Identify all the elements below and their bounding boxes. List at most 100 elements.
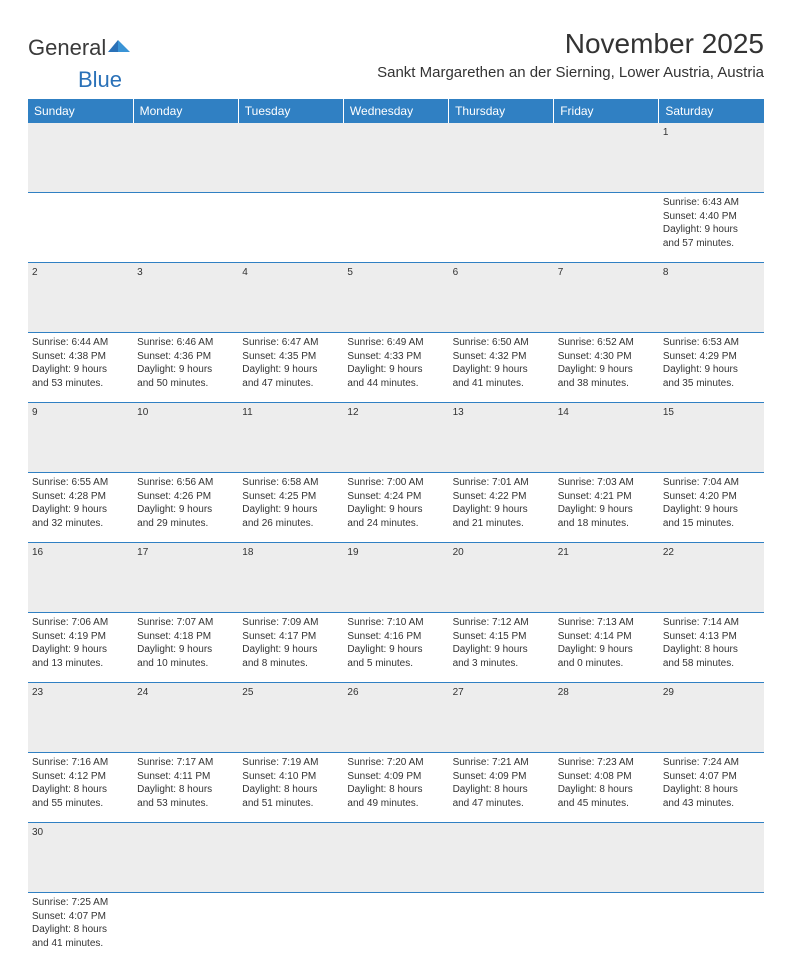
sunrise-line: Sunrise: 7:21 AM	[453, 756, 550, 770]
day-cell: Sunrise: 7:23 AMSunset: 4:08 PMDaylight:…	[554, 753, 659, 823]
daylight-line-1: Daylight: 9 hours	[663, 363, 760, 377]
day-number: 16	[28, 543, 133, 613]
sunset-line: Sunset: 4:40 PM	[663, 210, 760, 224]
daylight-line-2: and 41 minutes.	[32, 937, 129, 951]
month-title: November 2025	[377, 28, 764, 60]
day-cell: Sunrise: 6:58 AMSunset: 4:25 PMDaylight:…	[238, 473, 343, 543]
daylight-line-1: Daylight: 9 hours	[32, 363, 129, 377]
weekday-sunday: Sunday	[28, 99, 133, 123]
sunrise-line: Sunrise: 7:14 AM	[663, 616, 760, 630]
sunrise-line: Sunrise: 7:25 AM	[32, 896, 129, 910]
day-cell	[133, 193, 238, 263]
daylight-line-2: and 44 minutes.	[347, 377, 444, 391]
day-number: 1	[659, 123, 764, 193]
sunset-line: Sunset: 4:16 PM	[347, 630, 444, 644]
day-number: 15	[659, 403, 764, 473]
day-number	[554, 123, 659, 193]
logo-text-blue: Blue	[78, 67, 122, 92]
day-number: 27	[449, 683, 554, 753]
daylight-line-1: Daylight: 8 hours	[137, 783, 234, 797]
daylight-line-2: and 10 minutes.	[137, 657, 234, 671]
sunset-line: Sunset: 4:09 PM	[347, 770, 444, 784]
sunset-line: Sunset: 4:24 PM	[347, 490, 444, 504]
daylight-line-2: and 47 minutes.	[242, 377, 339, 391]
sunset-line: Sunset: 4:35 PM	[242, 350, 339, 364]
daylight-line-1: Daylight: 9 hours	[137, 363, 234, 377]
daylight-line-2: and 15 minutes.	[663, 517, 760, 531]
sunrise-line: Sunrise: 6:49 AM	[347, 336, 444, 350]
sunrise-line: Sunrise: 6:50 AM	[453, 336, 550, 350]
info-row: Sunrise: 6:43 AMSunset: 4:40 PMDaylight:…	[28, 193, 764, 263]
sunset-line: Sunset: 4:10 PM	[242, 770, 339, 784]
daylight-line-2: and 38 minutes.	[558, 377, 655, 391]
sunset-line: Sunset: 4:30 PM	[558, 350, 655, 364]
daylight-line-1: Daylight: 9 hours	[242, 503, 339, 517]
daylight-line-1: Daylight: 9 hours	[347, 503, 444, 517]
daynum-row: 2345678	[28, 263, 764, 333]
sunrise-line: Sunrise: 7:17 AM	[137, 756, 234, 770]
sunrise-line: Sunrise: 7:04 AM	[663, 476, 760, 490]
day-cell: Sunrise: 7:04 AMSunset: 4:20 PMDaylight:…	[659, 473, 764, 543]
daynum-row: 30	[28, 823, 764, 893]
day-cell: Sunrise: 7:25 AMSunset: 4:07 PMDaylight:…	[28, 893, 133, 962]
daylight-line-2: and 53 minutes.	[32, 377, 129, 391]
weekday-tuesday: Tuesday	[238, 99, 343, 123]
day-number: 3	[133, 263, 238, 333]
sunrise-line: Sunrise: 6:44 AM	[32, 336, 129, 350]
day-number: 30	[28, 823, 133, 893]
info-row: Sunrise: 6:55 AMSunset: 4:28 PMDaylight:…	[28, 473, 764, 543]
day-cell: Sunrise: 7:20 AMSunset: 4:09 PMDaylight:…	[343, 753, 448, 823]
daylight-line-1: Daylight: 9 hours	[137, 643, 234, 657]
sunrise-line: Sunrise: 7:20 AM	[347, 756, 444, 770]
sunrise-line: Sunrise: 7:19 AM	[242, 756, 339, 770]
day-number	[133, 123, 238, 193]
daylight-line-2: and 18 minutes.	[558, 517, 655, 531]
sunrise-line: Sunrise: 6:56 AM	[137, 476, 234, 490]
daylight-line-1: Daylight: 9 hours	[453, 503, 550, 517]
sunset-line: Sunset: 4:15 PM	[453, 630, 550, 644]
logo-text-general: General	[28, 35, 106, 61]
day-cell	[28, 193, 133, 263]
daylight-line-1: Daylight: 9 hours	[347, 363, 444, 377]
daylight-line-1: Daylight: 8 hours	[347, 783, 444, 797]
sunset-line: Sunset: 4:19 PM	[32, 630, 129, 644]
daylight-line-1: Daylight: 9 hours	[558, 503, 655, 517]
daylight-line-2: and 47 minutes.	[453, 797, 550, 811]
sunset-line: Sunset: 4:29 PM	[663, 350, 760, 364]
daylight-line-2: and 51 minutes.	[242, 797, 339, 811]
day-number	[449, 123, 554, 193]
day-number: 22	[659, 543, 764, 613]
daylight-line-1: Daylight: 8 hours	[453, 783, 550, 797]
calendar-page: General November 2025 Sankt Margarethen …	[0, 0, 792, 962]
day-cell: Sunrise: 7:07 AMSunset: 4:18 PMDaylight:…	[133, 613, 238, 683]
daylight-line-1: Daylight: 8 hours	[32, 923, 129, 937]
day-cell	[343, 893, 448, 962]
day-cell	[449, 193, 554, 263]
day-cell: Sunrise: 7:00 AMSunset: 4:24 PMDaylight:…	[343, 473, 448, 543]
sunset-line: Sunset: 4:14 PM	[558, 630, 655, 644]
day-number	[554, 823, 659, 893]
daylight-line-2: and 58 minutes.	[663, 657, 760, 671]
daylight-line-2: and 3 minutes.	[453, 657, 550, 671]
sunrise-line: Sunrise: 7:12 AM	[453, 616, 550, 630]
weekday-wednesday: Wednesday	[343, 99, 448, 123]
day-number: 24	[133, 683, 238, 753]
daylight-line-1: Daylight: 8 hours	[32, 783, 129, 797]
day-number: 5	[343, 263, 448, 333]
sunset-line: Sunset: 4:07 PM	[663, 770, 760, 784]
daynum-row: 16171819202122	[28, 543, 764, 613]
sunset-line: Sunset: 4:09 PM	[453, 770, 550, 784]
day-cell: Sunrise: 7:01 AMSunset: 4:22 PMDaylight:…	[449, 473, 554, 543]
day-number: 18	[238, 543, 343, 613]
day-cell	[343, 193, 448, 263]
weekday-header-row: Sunday Monday Tuesday Wednesday Thursday…	[28, 99, 764, 123]
weekday-friday: Friday	[554, 99, 659, 123]
day-number: 26	[343, 683, 448, 753]
sunrise-line: Sunrise: 7:03 AM	[558, 476, 655, 490]
daylight-line-2: and 8 minutes.	[242, 657, 339, 671]
day-number: 19	[343, 543, 448, 613]
weekday-saturday: Saturday	[659, 99, 764, 123]
sunset-line: Sunset: 4:12 PM	[32, 770, 129, 784]
sunrise-line: Sunrise: 7:09 AM	[242, 616, 339, 630]
day-cell: Sunrise: 6:43 AMSunset: 4:40 PMDaylight:…	[659, 193, 764, 263]
